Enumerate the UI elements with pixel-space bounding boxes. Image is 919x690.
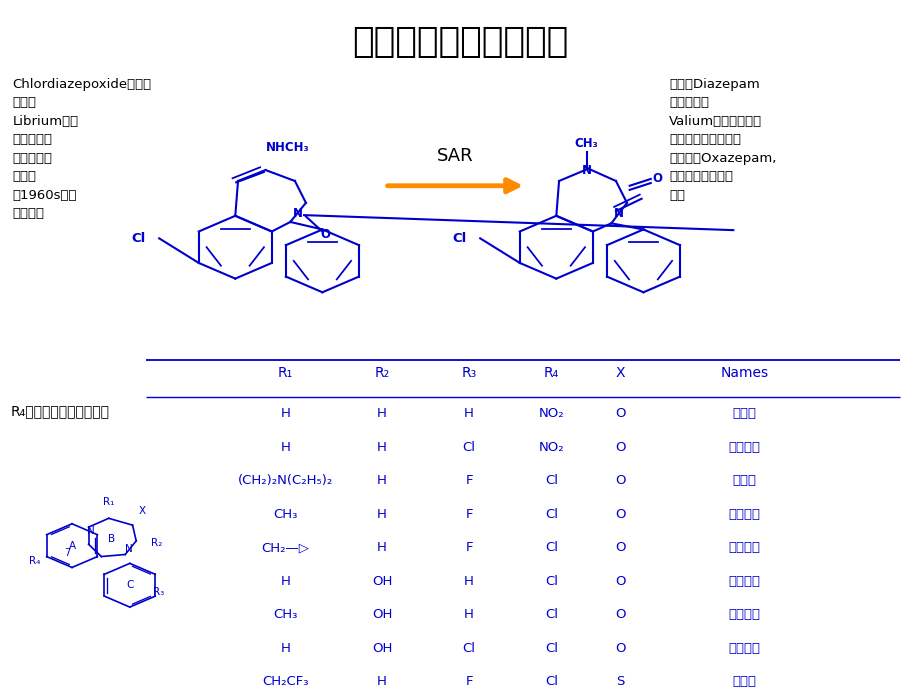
Text: 7: 7 — [63, 548, 70, 558]
Text: 劳拉西洋: 劳拉西洋 — [728, 642, 759, 655]
Text: H: H — [280, 575, 290, 588]
Text: Cl: Cl — [545, 575, 558, 588]
Text: H: H — [377, 407, 387, 420]
Text: 地西泮Diazepam
（又名安定
Valium），活性高，
合成简单，毒性低，
代谢生成Oxazepam,
活性类似，副作用
更低: 地西泮Diazepam （又名安定 Valium），活性高， 合成简单，毒性低，… — [668, 78, 776, 202]
Text: A: A — [68, 541, 75, 551]
Text: H: H — [280, 407, 290, 420]
Text: NO₂: NO₂ — [539, 441, 564, 454]
Text: OH: OH — [371, 575, 391, 588]
Text: SAR: SAR — [437, 147, 473, 166]
Text: H: H — [377, 541, 387, 554]
Text: H: H — [280, 642, 290, 655]
Text: Chlordiazepoxide（又名
利眠宁
Librium）是
本类中第一
个用于临床
的药物
（1960s），
副作用小: Chlordiazepoxide（又名 利眠宁 Librium）是 本类中第一 … — [12, 78, 152, 220]
Text: H: H — [377, 675, 387, 688]
Text: O: O — [652, 172, 662, 186]
Text: H: H — [280, 441, 290, 454]
Text: 替马西洋: 替马西洋 — [728, 608, 759, 621]
Text: H: H — [464, 407, 473, 420]
Text: Cl: Cl — [545, 474, 558, 487]
Text: O: O — [615, 407, 625, 420]
Text: 氟地西洋: 氟地西洋 — [728, 508, 759, 521]
Text: R₃: R₃ — [153, 587, 164, 597]
Text: R₄: R₄ — [29, 556, 40, 566]
Text: Cl: Cl — [452, 232, 467, 245]
Text: 氟拓西洋: 氟拓西洋 — [728, 541, 759, 554]
Text: R₃: R₃ — [461, 366, 476, 380]
Text: CH₂CF₃: CH₂CF₃ — [262, 675, 309, 688]
Text: 夸西洋: 夸西洋 — [732, 675, 755, 688]
Text: H: H — [464, 575, 473, 588]
Text: 氟西洋: 氟西洋 — [732, 474, 755, 487]
Text: O: O — [615, 575, 625, 588]
Text: N: N — [292, 206, 302, 219]
Text: R₄吸电子越强，活性增强: R₄吸电子越强，活性增强 — [10, 404, 109, 418]
Text: CH₂—▷: CH₂—▷ — [261, 541, 310, 554]
Text: O: O — [320, 228, 330, 241]
Text: O: O — [615, 441, 625, 454]
Text: OH: OH — [371, 642, 391, 655]
Text: (CH₂)₂N(C₂H₅)₂: (CH₂)₂N(C₂H₅)₂ — [238, 474, 333, 487]
Text: CH₃: CH₃ — [574, 137, 597, 150]
Text: H: H — [377, 508, 387, 521]
Text: Cl: Cl — [545, 675, 558, 688]
Text: Cl: Cl — [545, 541, 558, 554]
Text: 奥沙西洋: 奥沙西洋 — [728, 575, 759, 588]
Text: N: N — [125, 544, 132, 554]
Text: CH₃: CH₃ — [273, 608, 298, 621]
Text: C: C — [126, 580, 133, 590]
Text: B: B — [108, 534, 115, 544]
Text: F: F — [465, 474, 472, 487]
Text: N: N — [581, 164, 591, 177]
FancyArrowPatch shape — [387, 179, 517, 192]
Text: Cl: Cl — [462, 642, 475, 655]
Text: R₁: R₁ — [103, 497, 114, 506]
Text: H: H — [377, 441, 387, 454]
Text: R₂: R₂ — [374, 366, 389, 380]
Text: H: H — [377, 474, 387, 487]
Text: N: N — [87, 526, 95, 535]
Text: Cl: Cl — [131, 232, 146, 245]
Text: Cl: Cl — [545, 642, 558, 655]
Text: Cl: Cl — [462, 441, 475, 454]
Text: X: X — [139, 506, 146, 515]
Text: OH: OH — [371, 608, 391, 621]
Text: Names: Names — [720, 366, 767, 380]
Text: F: F — [465, 541, 472, 554]
Text: F: F — [465, 675, 472, 688]
Text: R₄: R₄ — [543, 366, 559, 380]
Text: R₂: R₂ — [151, 538, 162, 548]
Text: F: F — [465, 508, 472, 521]
Text: 氯稝西洋: 氯稝西洋 — [728, 441, 759, 454]
Text: N: N — [613, 207, 623, 220]
Text: O: O — [615, 608, 625, 621]
Text: S: S — [616, 675, 624, 688]
Text: 稝西洋: 稝西洋 — [732, 407, 755, 420]
Text: R₁: R₁ — [278, 366, 293, 380]
Text: O: O — [615, 508, 625, 521]
Text: H: H — [464, 608, 473, 621]
Text: O: O — [615, 474, 625, 487]
Text: NO₂: NO₂ — [539, 407, 564, 420]
Text: Cl: Cl — [545, 608, 558, 621]
Text: Cl: Cl — [545, 508, 558, 521]
Text: O: O — [615, 642, 625, 655]
Text: X: X — [615, 366, 625, 380]
Text: CH₃: CH₃ — [273, 508, 298, 521]
Text: O: O — [615, 541, 625, 554]
Text: NHCH₃: NHCH₃ — [266, 141, 309, 154]
Text: 苯二氮卓类催眠镇静药: 苯二氮卓类催眠镇静药 — [351, 26, 568, 59]
